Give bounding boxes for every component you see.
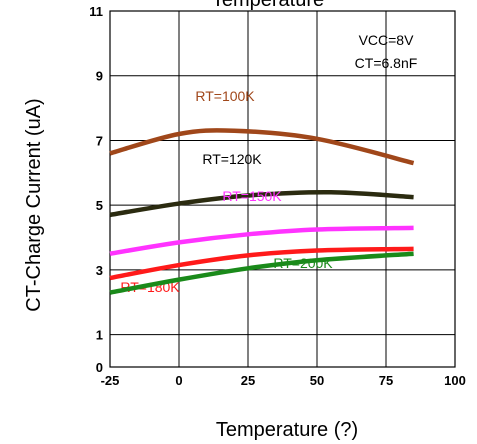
series-label-3: RT=150K [222, 188, 282, 204]
y-tick-labels: 0 1 3 5 7 9 11 [89, 4, 103, 375]
y-tick-label: 1 [96, 328, 103, 343]
series-line-5 [109, 251, 414, 295]
series-label-2: RT=120K [202, 151, 262, 167]
x-tick-label: 0 [175, 373, 182, 388]
y-tick-label: 3 [96, 263, 103, 278]
series-line-3 [109, 225, 414, 256]
series-line-1 [109, 128, 415, 166]
y-tick-label: 9 [96, 69, 103, 84]
chart-title: Temperature [212, 0, 324, 11]
y-tick-label: 5 [96, 198, 103, 213]
series-line-2 [109, 189, 414, 218]
y-tick-label: 11 [89, 4, 103, 19]
y-tick-label: 7 [96, 133, 103, 148]
x-tick-label: 25 [241, 373, 255, 388]
annotation-ct: CT=6.8nF [355, 55, 418, 71]
series-label-5: RT=200K [273, 255, 333, 271]
annotation-vcc: VCC=8V [359, 32, 415, 48]
x-tick-label: 100 [444, 373, 466, 388]
x-tick-label: 50 [310, 373, 324, 388]
x-axis-title: Temperature (?) [216, 419, 358, 441]
plot-frame [109, 10, 456, 368]
series-line-4 [109, 246, 414, 281]
y-axis-title: CT-Charge Current (uA) [23, 98, 45, 311]
y-tick-label: 0 [96, 360, 103, 375]
x-tick-labels: -25 0 25 50 75 100 [101, 373, 466, 388]
x-tick-label: 75 [379, 373, 393, 388]
series-label-1: RT=100K [195, 88, 255, 104]
x-tick-label: -25 [101, 373, 120, 388]
